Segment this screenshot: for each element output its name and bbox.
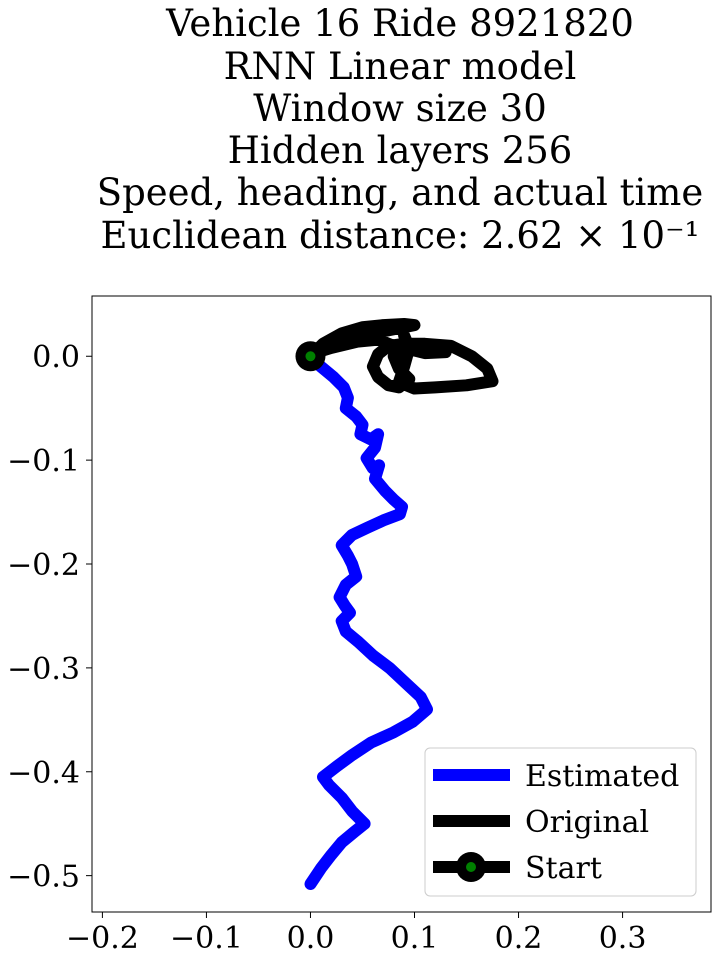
title-line-3: Window size 30: [253, 87, 547, 130]
x-tick-label: 0.3: [599, 921, 647, 956]
x-axis: −0.2 −0.1 0.0 0.1 0.2 0.3: [66, 912, 646, 956]
x-tick-label: 0.2: [495, 921, 543, 956]
legend-label: Start: [525, 851, 602, 886]
series-estimated-line: [304, 350, 433, 890]
y-tick-label: −0.3: [7, 652, 80, 687]
x-tick-label: −0.2: [66, 921, 139, 956]
y-tick-label: −0.1: [7, 444, 80, 479]
y-tick-label: 0.0: [32, 340, 80, 375]
title-line-4: Hidden layers 256: [228, 129, 573, 172]
title-line-6: Euclidean distance: 2.62 × 10⁻¹: [101, 214, 700, 257]
y-tick-label: −0.5: [7, 860, 80, 895]
x-tick-label: 0.1: [391, 921, 439, 956]
x-tick-label: 0.0: [287, 921, 335, 956]
plot-area: [91, 295, 712, 913]
start-marker-inner: [305, 351, 316, 362]
legend: Estimated Original Start: [424, 747, 697, 897]
legend-label: Estimated: [525, 759, 679, 794]
legend-start-marker-inner: [466, 862, 476, 872]
chart-title: Vehicle 16 Ride 8921820 RNN Linear model…: [97, 2, 704, 257]
y-tick-label: −0.4: [7, 756, 80, 791]
series-original-line: [304, 318, 499, 395]
legend-frame: [424, 747, 697, 897]
x-tick-label: −0.1: [170, 921, 243, 956]
title-line-5: Speed, heading, and actual time: [97, 171, 704, 214]
title-line-1: Vehicle 16 Ride 8921820: [165, 2, 634, 45]
title-line-2: RNN Linear model: [224, 45, 577, 88]
axes-frame: [91, 295, 712, 913]
y-axis: 0.0 −0.1 −0.2 −0.3 −0.4 −0.5: [7, 340, 92, 895]
legend-label: Original: [525, 805, 649, 840]
y-tick-label: −0.2: [7, 548, 80, 583]
